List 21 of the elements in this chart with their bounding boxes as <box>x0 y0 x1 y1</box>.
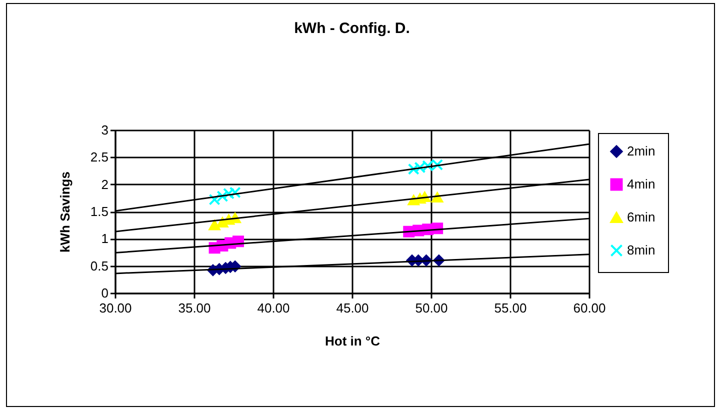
y-tick-label: 0.5 <box>90 258 108 274</box>
legend-label: 8min <box>627 242 656 258</box>
legend-label: 6min <box>627 210 656 224</box>
x-tick-label: 50.00 <box>415 300 448 316</box>
x-tick-label: 30.00 <box>99 300 132 316</box>
y-tick-label: 2.5 <box>90 150 108 165</box>
legend-label: 4min <box>627 176 656 192</box>
x-tick-label: 45.00 <box>336 300 369 316</box>
legend-label: 2min <box>627 144 656 158</box>
y-tick-label: 3 <box>101 122 108 138</box>
x-axis-title: Hot in °C <box>324 334 381 348</box>
y-tick-label: 2 <box>101 176 108 192</box>
chart-title: kWh - Config. D. <box>294 20 410 37</box>
y-axis-title: kWh Savings <box>57 172 72 252</box>
y-tick-label: 1.5 <box>90 204 108 219</box>
x-tick-label: 40.00 <box>257 300 290 316</box>
x-tick-label: 35.00 <box>178 300 211 316</box>
x-tick-label: 55.00 <box>494 300 527 316</box>
y-tick-label: 0 <box>101 286 108 300</box>
x-tick-label: 60.00 <box>573 300 606 316</box>
y-tick-label: 1 <box>101 231 108 246</box>
